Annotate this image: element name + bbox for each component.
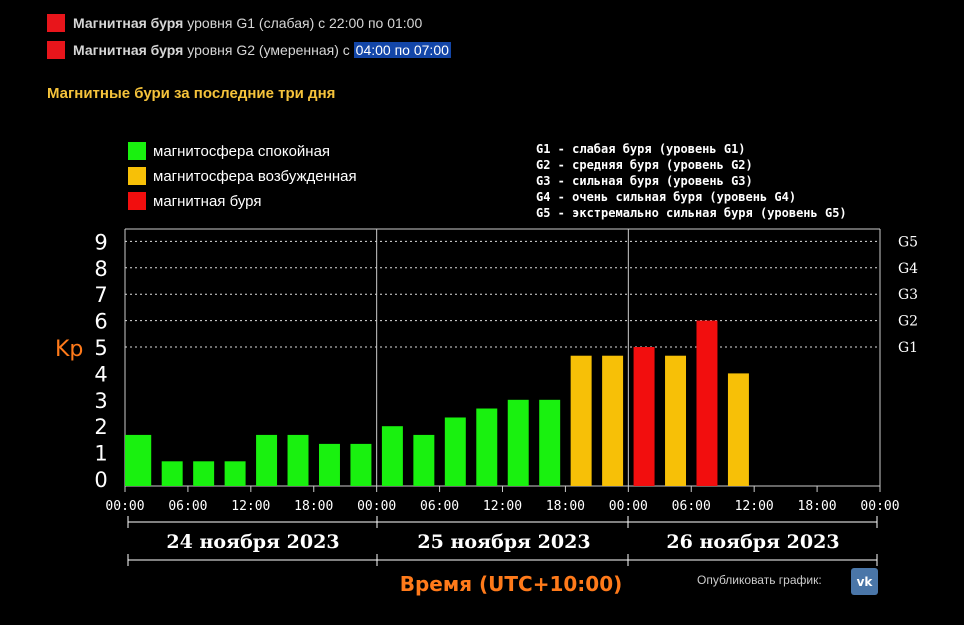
x-tick-label: 18:00 xyxy=(294,499,333,514)
kp-bar xyxy=(539,399,561,486)
kp-bar xyxy=(476,408,498,486)
y-tick-label: 1 xyxy=(94,442,107,466)
x-tick-label: 00:00 xyxy=(357,499,396,514)
y-tick-label: 0 xyxy=(94,468,107,492)
x-tick-label: 18:00 xyxy=(798,499,837,514)
x-tick-label: 12:00 xyxy=(231,499,270,514)
g-level-label: G2 xyxy=(898,314,918,330)
y-tick-label: 3 xyxy=(94,389,107,413)
g-scale-legend-item: G5 - экстремально сильная буря (уровень … xyxy=(536,206,847,220)
kp-bar xyxy=(318,443,340,486)
kp-bar xyxy=(665,355,687,486)
legend-swatch xyxy=(128,167,146,185)
y-tick-label: 7 xyxy=(94,283,107,307)
publish-label: Опубликовать график: xyxy=(697,573,822,587)
kp-bar xyxy=(350,443,372,486)
kp-bar xyxy=(727,373,749,486)
x-tick-label: 18:00 xyxy=(546,499,585,514)
legend-label: магнитосфера спокойная xyxy=(153,143,330,160)
y-tick-label: 2 xyxy=(94,415,107,439)
x-tick-label: 00:00 xyxy=(609,499,648,514)
x-tick-label: 12:00 xyxy=(735,499,774,514)
kp-bar xyxy=(570,355,592,486)
legend-label: магнитная буря xyxy=(153,193,261,210)
vk-logo-icon[interactable]: vk xyxy=(851,568,878,595)
storm-alert-marker-icon xyxy=(47,41,65,59)
kp-bar xyxy=(444,417,466,486)
alert-title: Магнитная буря xyxy=(73,42,184,58)
y-tick-label: 4 xyxy=(94,362,107,386)
kp-bar xyxy=(256,434,278,486)
kp-bar xyxy=(161,461,183,486)
day-label: 25 ноября 2023 xyxy=(417,531,590,553)
g-scale-legend-item: G3 - сильная буря (уровень G3) xyxy=(536,174,753,188)
legend-swatch xyxy=(128,142,146,160)
legend-label: магнитосфера возбужденная xyxy=(153,168,357,185)
kp-bar xyxy=(224,461,246,486)
x-axis-label: Время (UTC+10:00) xyxy=(400,572,623,596)
x-tick-label: 06:00 xyxy=(420,499,459,514)
kp-bar xyxy=(381,426,403,486)
kp-bar xyxy=(507,399,529,486)
alert-title: Магнитная буря xyxy=(73,15,184,31)
x-tick-label: 12:00 xyxy=(483,499,522,514)
g-scale-legend-item: G1 - слабая буря (уровень G1) xyxy=(536,142,746,156)
alert-text: уровня G1 (слабая) с 22:00 по 01:00 xyxy=(187,15,423,31)
y-tick-label: 8 xyxy=(94,257,107,281)
storm-alert-marker-icon xyxy=(47,14,65,32)
y-tick-label: 9 xyxy=(94,230,107,254)
x-tick-label: 06:00 xyxy=(168,499,207,514)
section-title: Магнитные бури за последние три дня xyxy=(47,85,336,102)
x-tick-label: 00:00 xyxy=(105,499,144,514)
day-label: 26 ноября 2023 xyxy=(666,531,839,553)
y-tick-label: 5 xyxy=(94,336,107,360)
kp-bar xyxy=(633,347,655,486)
alert-text: уровня G2 (умеренная) с xyxy=(187,42,350,58)
kp-bar xyxy=(125,434,152,486)
x-tick-label: 06:00 xyxy=(672,499,711,514)
g-level-label: G3 xyxy=(898,287,918,303)
x-tick-label: 00:00 xyxy=(860,499,899,514)
storm-alert-g2: Магнитная буря уровня G2 (умеренная) с 0… xyxy=(47,40,451,60)
day-label: 24 ноября 2023 xyxy=(166,531,339,553)
y-axis-label: Kp xyxy=(55,337,83,362)
alert-time-highlight: 04:00 по 07:00 xyxy=(353,42,451,58)
kp-bar xyxy=(602,355,624,486)
y-tick-label: 6 xyxy=(94,310,107,334)
g-level-label: G5 xyxy=(898,234,918,250)
g-level-label: G1 xyxy=(898,340,918,356)
kp-bar xyxy=(287,434,309,486)
g-scale-legend-item: G2 - средняя буря (уровень G2) xyxy=(536,158,753,172)
legend-swatch xyxy=(128,192,146,210)
g-scale-legend-item: G4 - очень сильная буря (уровень G4) xyxy=(536,190,796,204)
g-level-label: G4 xyxy=(898,261,918,277)
kp-bar xyxy=(696,320,718,486)
kp-bar xyxy=(193,461,215,486)
kp-bar xyxy=(413,434,435,486)
storm-alert-g1: Магнитная буря уровня G1 (слабая) с 22:0… xyxy=(47,13,422,33)
